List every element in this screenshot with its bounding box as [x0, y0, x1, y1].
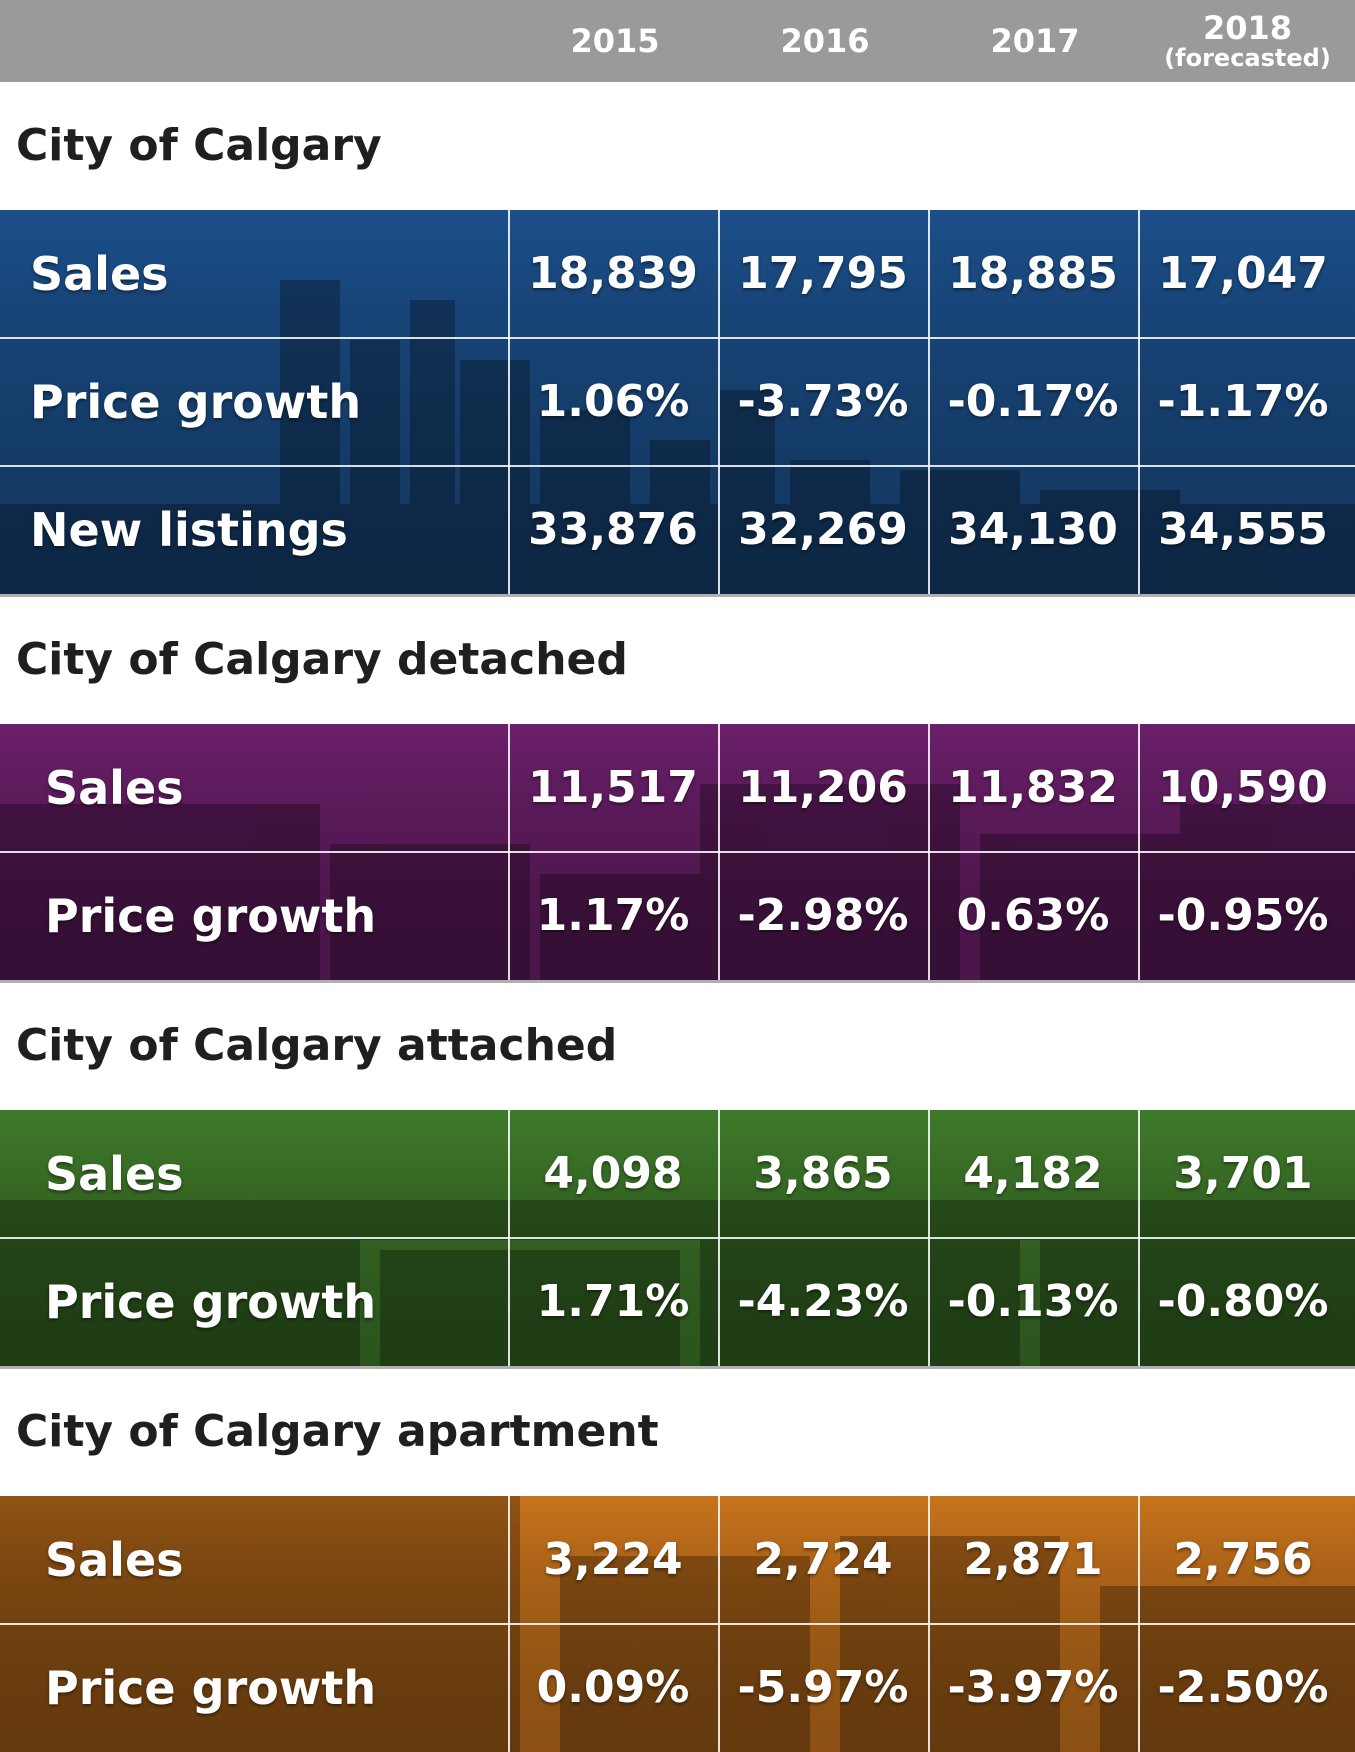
row-label: New listings [30, 503, 348, 557]
table-cell: 1.06% [536, 376, 690, 427]
table-cell: 2,756 [1173, 1534, 1313, 1585]
row-label: Price growth [30, 375, 362, 429]
table-cell: 3,865 [753, 1148, 893, 1199]
column-separator [718, 210, 720, 594]
year-label: 2018 [1202, 9, 1293, 47]
column-separator [1138, 210, 1140, 594]
section-divider [0, 594, 1355, 597]
table-cell: 1.71% [536, 1276, 690, 1327]
table-cell: 10,590 [1158, 762, 1328, 813]
table-cell: -4.23% [737, 1276, 909, 1327]
row-label: Sales [45, 1533, 184, 1587]
table-cell: 4,098 [543, 1148, 683, 1199]
section-block-attached: Sales 4,098 3,865 4,182 3,701 Price growth 1.7… [0, 1110, 1355, 1366]
table-cell: 11,517 [528, 762, 698, 813]
table-cell: -0.17% [947, 376, 1119, 427]
year-label: 2016 [780, 22, 870, 60]
year-header-2018: 2018 (forecasted) [1140, 0, 1355, 82]
table-cell: 17,047 [1158, 248, 1328, 299]
table-cell: 11,832 [948, 762, 1118, 813]
year-header-bar: 2015 2016 2017 2018 (forecasted) [0, 0, 1355, 82]
section-divider [0, 980, 1355, 983]
column-separator [508, 210, 510, 594]
table-cell: 3,224 [543, 1534, 683, 1585]
table-cell: -1.17% [1157, 376, 1329, 427]
section-title-detached: City of Calgary detached [16, 634, 628, 685]
table-cell: 4,182 [963, 1148, 1103, 1199]
section-title-attached: City of Calgary attached [16, 1020, 618, 1071]
forecast-note: (forecasted) [1164, 44, 1331, 72]
table-cell: -0.95% [1157, 890, 1329, 941]
table-cell: 34,555 [1158, 504, 1328, 555]
year-header-2016: 2016 [720, 0, 930, 82]
table-cell: -0.80% [1157, 1276, 1329, 1327]
row-label: Sales [30, 247, 169, 301]
row-label: Sales [45, 1147, 184, 1201]
table-cell: 34,130 [948, 504, 1118, 555]
row-label: Price growth [45, 889, 377, 943]
table-cell: 11,206 [738, 762, 908, 813]
row-separator [0, 465, 1355, 467]
year-label: 2015 [570, 22, 660, 60]
row-separator [0, 337, 1355, 339]
row-label: Sales [45, 761, 184, 815]
section-block-calgary: Sales 18,839 17,795 18,885 17,047 Price growt… [0, 210, 1355, 594]
section-block-apartment: Sales 3,224 2,724 2,871 2,756 Price growth 0.0… [0, 1496, 1355, 1752]
table-cell: 2,871 [963, 1534, 1103, 1585]
table-cell: 1.17% [536, 890, 690, 941]
table-cell: -2.50% [1157, 1662, 1329, 1713]
calgary-background-image [0, 210, 1355, 594]
row-label: Price growth [45, 1275, 377, 1329]
table-cell: 33,876 [528, 504, 698, 555]
row-separator [0, 1623, 1355, 1625]
row-separator [0, 1237, 1355, 1239]
table-cell: 2,724 [753, 1534, 893, 1585]
section-divider [0, 1366, 1355, 1369]
table-cell: -3.97% [947, 1662, 1119, 1713]
table-cell: -3.73% [737, 376, 909, 427]
table-cell: 32,269 [738, 504, 908, 555]
row-separator [0, 851, 1355, 853]
section-block-detached: Sales 11,517 11,206 11,832 10,590 Price growt… [0, 724, 1355, 980]
year-label: 2017 [990, 22, 1080, 60]
table-cell: 0.09% [536, 1662, 690, 1713]
table-cell: -5.97% [737, 1662, 909, 1713]
table-cell: 0.63% [956, 890, 1110, 941]
row-label: Price growth [45, 1661, 377, 1715]
table-cell: -0.13% [947, 1276, 1119, 1327]
table-cell: 18,839 [528, 248, 698, 299]
year-header-2017: 2017 [930, 0, 1140, 82]
section-title-calgary: City of Calgary [16, 120, 382, 171]
column-separator [928, 210, 930, 594]
table-cell: -2.98% [737, 890, 909, 941]
year-header-2015: 2015 [510, 0, 720, 82]
section-title-apartment: City of Calgary apartment [16, 1406, 659, 1457]
table-cell: 3,701 [1173, 1148, 1313, 1199]
table-cell: 17,795 [738, 248, 908, 299]
table-cell: 18,885 [948, 248, 1118, 299]
